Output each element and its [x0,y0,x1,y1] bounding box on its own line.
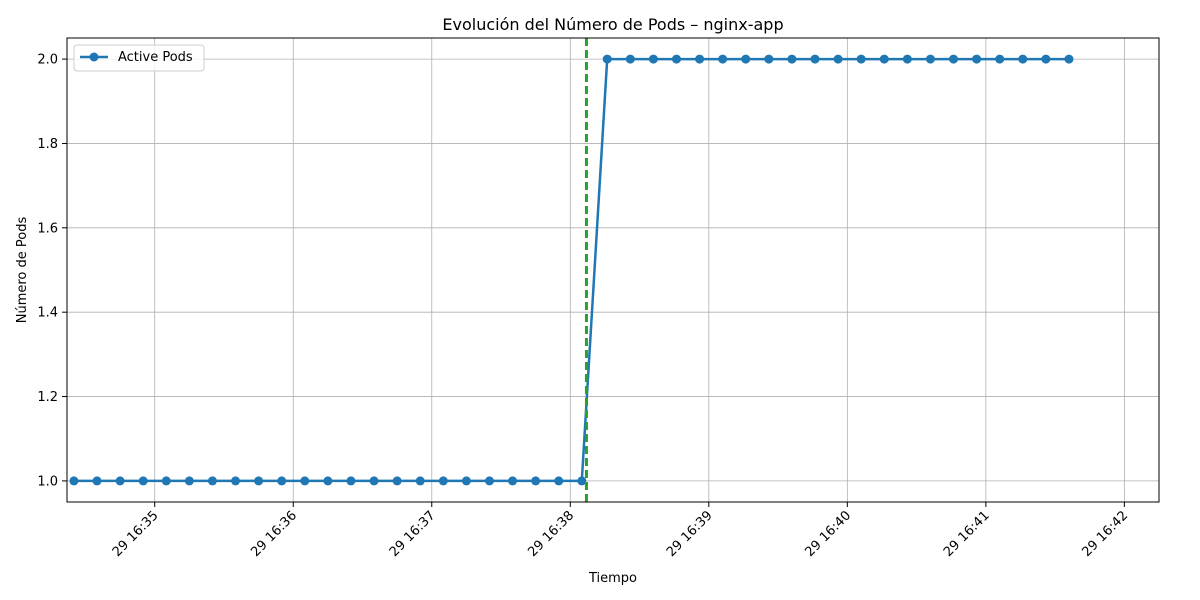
legend-box [73,44,205,72]
data-point [625,54,635,64]
data-point [879,54,889,64]
data-point [1041,54,1051,64]
legend-marker-active-pods [89,52,99,62]
x-tick-label: 29 16:35 [110,508,162,560]
data-point [902,54,912,64]
data-point [415,476,425,486]
x-tick-label: 29 16:42 [1079,508,1131,560]
data-point [718,54,728,64]
data-point [972,54,982,64]
y-tick-label: 1.6 [37,221,58,236]
data-point [461,476,471,486]
data-point [602,54,612,64]
legend: Active Pods [73,44,205,72]
data-point [323,476,333,486]
x-tick-label: 29 16:39 [664,508,716,560]
data-point [161,476,171,486]
data-point [392,476,402,486]
data-point [531,476,541,486]
plot-area [69,38,1074,502]
data-point [254,476,264,486]
data-point [810,54,820,64]
data-point [508,476,518,486]
y-axis-label: Número de Pods [15,217,30,324]
data-point [856,54,866,64]
y-tick-label: 1.2 [37,390,58,405]
x-tick-label: 29 16:41 [941,508,993,560]
data-point [277,476,287,486]
data-point [69,476,79,486]
data-point [925,54,935,64]
data-point [554,476,564,486]
data-point [231,476,241,486]
x-tick-label: 29 16:38 [525,508,577,560]
data-point [484,476,494,486]
data-point [138,476,148,486]
series-line-active-pods [73,57,1069,483]
data-point [995,54,1005,64]
data-point [577,476,587,486]
data-point [1018,54,1028,64]
x-tick-label: 29 16:36 [248,508,300,560]
plot-frame [66,37,1160,503]
y-tick-label: 2.0 [37,53,58,68]
data-point [833,54,843,64]
data-point [115,476,125,486]
y-tick-label: 1.4 [37,306,58,321]
data-point [184,476,194,486]
data-point [695,54,705,64]
y-tick-label: 1.0 [37,474,58,489]
x-axis-ticks: 29 16:35 29 16:36 29 16:37 29 16:38 29 16:39… [110,502,1131,560]
chart-title: Evolución del Número de Pods – nginx-app [442,15,783,34]
data-point [438,476,448,486]
data-point [92,476,102,486]
data-point [671,54,681,64]
data-point [648,54,658,64]
x-tick-label: 29 16:40 [802,508,854,560]
y-tick-label: 1.8 [37,137,58,152]
data-point [369,476,379,486]
legend-label-active-pods: Active Pods [118,50,193,65]
data-point [787,54,797,64]
grid [67,38,1159,502]
data-point [741,54,751,64]
data-point [300,476,310,486]
data-point [764,54,774,64]
data-point [346,476,356,486]
x-tick-label: 29 16:37 [387,508,439,560]
data-point [949,54,959,64]
y-axis-ticks: 1.0 1.2 1.4 1.6 1.8 2.0 [37,53,67,489]
data-point [207,476,217,486]
data-point [1064,54,1074,64]
x-axis-label: Tiempo [588,571,637,586]
